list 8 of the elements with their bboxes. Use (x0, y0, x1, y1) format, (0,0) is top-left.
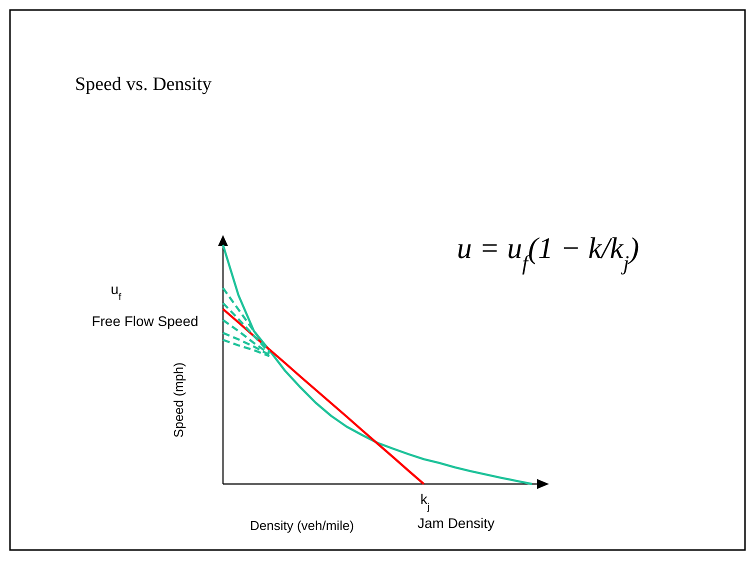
y-axis-title: Speed (mph) (171, 362, 186, 438)
text: Free Flow Speed (92, 313, 198, 329)
text: Jam Density (417, 515, 495, 531)
annotation: u = u$_{f}$(1 − k/k$_{j}$) (456, 232, 640, 275)
chart-title: Speed vs. Density (75, 74, 212, 95)
x-axis-title: Density (veh/mile) (250, 518, 354, 533)
text: k$_{j}$ (420, 491, 430, 512)
text: u$_{f}$ (110, 281, 122, 302)
